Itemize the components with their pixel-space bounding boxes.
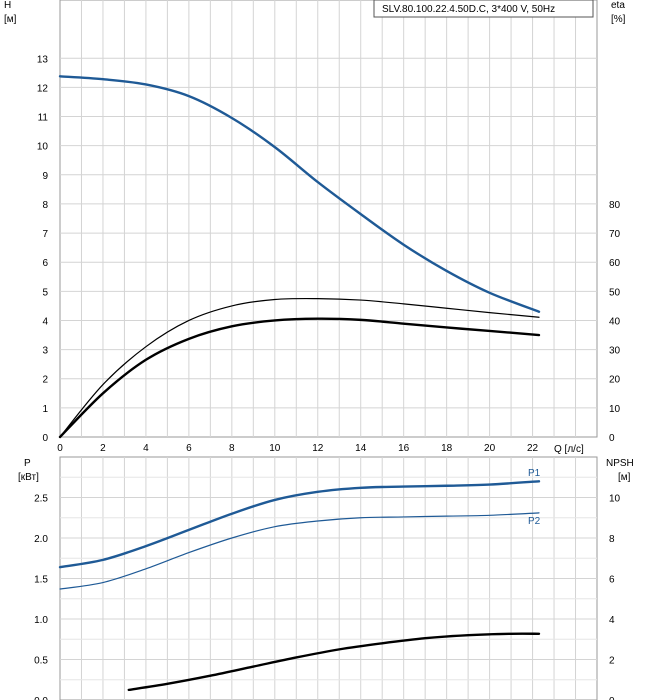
top-y-left-tick-label: 7 (42, 229, 48, 240)
x-tick-label: 6 (186, 443, 192, 454)
bottom-y-right-tick-label: 10 (609, 494, 621, 505)
bottom-y-right-tick-label: 6 (609, 575, 615, 586)
top-series (58, 75, 541, 439)
top-y-left-tick-label: 9 (42, 171, 48, 182)
legend-box: SLV.80.100.22.4.50D.C, 3*400 V, 50Hz (373, 0, 594, 18)
y-left-title-bottom: P (24, 458, 31, 469)
bottom-y-right-tick-label: 0 (609, 696, 615, 700)
x-tick-label: 0 (57, 443, 63, 454)
top-y-left-tick-label: 12 (37, 83, 49, 94)
bottom-y-left-tick-label: 0.0 (34, 696, 48, 700)
x-tick-label: 10 (269, 443, 281, 454)
x-tick-label: 4 (143, 443, 149, 454)
bottom-y-left-tick-label: 2.5 (34, 494, 48, 505)
bottom-y-left-tick-label: 2.0 (34, 534, 48, 545)
y-right-title-top: eta (611, 0, 625, 11)
bottom-y-right-tick-label: 4 (609, 615, 615, 626)
x-tick-label: 2 (100, 443, 106, 454)
top-y-right-tick-label: 0 (609, 433, 615, 444)
y-left-unit-top: [м] (4, 14, 17, 25)
y-left-unit-bottom: [кВт] (18, 472, 39, 483)
top-y-left-tick-label: 0 (42, 433, 48, 444)
top-y-left-tick-label: 1 (42, 404, 48, 415)
bottom-series-line-2 (127, 632, 541, 692)
legend-text: SLV.80.100.22.4.50D.C, 3*400 V, 50Hz (382, 4, 555, 15)
y-right-title-bottom: NPSH (606, 458, 634, 469)
bottom-grid (60, 457, 597, 700)
top-y-right-tick-label: 10 (609, 404, 621, 415)
top-series-line-1 (59, 297, 540, 438)
top-y-right-tick-label: 30 (609, 346, 621, 357)
bottom-ticks: 0.0 0.5 1.0 1.5 2.0 2.5 0 2 4 6 8 10 (34, 494, 620, 700)
top-y-right-tick-label: 40 (609, 316, 621, 327)
top-y-left-tick-label: 3 (42, 346, 48, 357)
top-plot-area (59, 0, 598, 438)
top-y-right-tick-label: 80 (609, 200, 621, 211)
top-y-right-tick-label: 20 (609, 375, 621, 386)
bottom-series (58, 480, 541, 692)
top-y-left-tick-label: 10 (37, 142, 49, 153)
x-title-bg (550, 442, 590, 455)
top-series-line-0 (58, 75, 541, 313)
bottom-y-right-tick-label: 8 (609, 534, 615, 545)
bottom-series-line-1 (59, 512, 540, 590)
y-right-unit-bottom: [м] (618, 472, 631, 483)
x-tick-label: 16 (398, 443, 410, 454)
bottom-y-right-tick-label: 2 (609, 656, 615, 667)
top-y-left-tick-label: 5 (42, 287, 48, 298)
top-y-right-tick-label: 60 (609, 258, 621, 269)
x-tick-label: 22 (527, 443, 539, 454)
top-grid (60, 0, 597, 437)
top-y-left-tick-label: 4 (42, 316, 48, 327)
top-y-left-tick-label: 13 (37, 54, 49, 65)
top-y-left-tick-label: 6 (42, 258, 48, 269)
x-tick-label: 18 (441, 443, 453, 454)
bottom-y-left-tick-label: 1.5 (34, 575, 48, 586)
series-label-p1: P1 (528, 468, 541, 479)
bottom-series-line-0 (58, 480, 541, 569)
top-y-left-tick-label: 11 (38, 113, 49, 124)
top-y-right-tick-label: 50 (609, 287, 621, 298)
x-tick-label: 14 (355, 443, 367, 454)
series-label-p2: P2 (528, 516, 541, 527)
bottom-y-left-tick-label: 1.0 (34, 615, 48, 626)
top-y-left-tick-label: 2 (42, 375, 48, 386)
x-tick-label: 12 (312, 443, 324, 454)
x-tick-label: 8 (229, 443, 235, 454)
legend-frame (373, 0, 594, 18)
y-left-title-top: H (4, 0, 11, 11)
y-right-unit-top: [%] (611, 14, 626, 25)
top-series-line-2 (58, 317, 541, 439)
top-y-left-tick-label: 8 (42, 200, 48, 211)
bottom-y-left-tick-label: 0.5 (34, 656, 48, 667)
x-axis-title: Q [л/с] (554, 444, 584, 455)
bottom-panel: 0.0 0.5 1.0 1.5 2.0 2.5 0 2 4 6 8 10 P [кВт] NPSH [… (18, 456, 634, 700)
top-y-right-tick-label: 70 (609, 229, 621, 240)
x-tick-label: 20 (484, 443, 496, 454)
